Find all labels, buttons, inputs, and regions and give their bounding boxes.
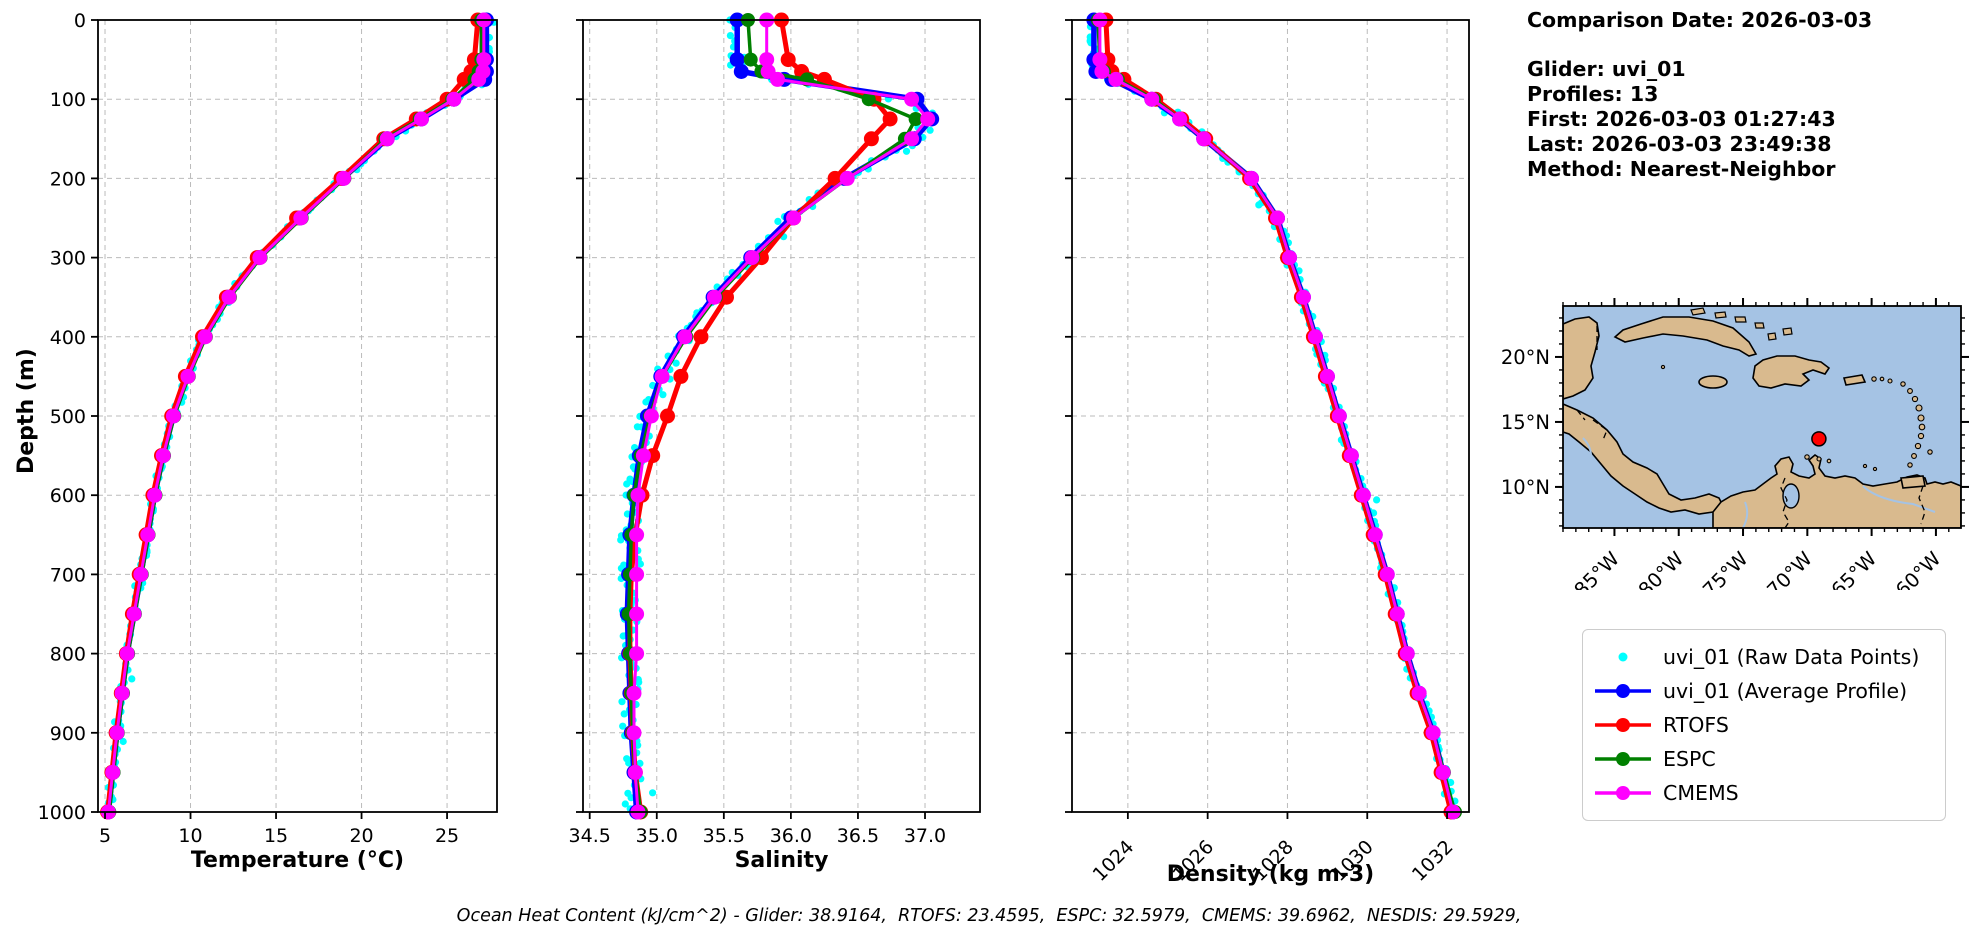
svg-text:0: 0: [74, 10, 86, 32]
svg-text:36.0: 36.0: [770, 825, 812, 847]
profiles-count-text: Profiles: 13: [1527, 82, 1659, 106]
svg-text:400: 400: [50, 327, 86, 349]
legend-item-label: uvi_01 (Average Profile): [1663, 679, 1908, 703]
legend-marker-icon: [1595, 786, 1651, 800]
svg-text:15°N: 15°N: [1501, 411, 1550, 434]
svg-text:15: 15: [264, 825, 288, 847]
info-panel: Comparison Date: 2026-03-03 Glider: uvi_…: [1527, 8, 1872, 182]
svg-text:20: 20: [349, 825, 373, 847]
glider-position-marker: [1811, 431, 1827, 447]
lesser-antilles-islets: [1660, 364, 1933, 472]
svg-text:60°W: 60°W: [1891, 547, 1945, 590]
svg-text:100: 100: [50, 89, 86, 111]
legend-item-cmems: CMEMS: [1591, 776, 1931, 810]
svg-text:10: 10: [178, 825, 202, 847]
svg-text:600: 600: [50, 485, 86, 507]
svg-text:20°N: 20°N: [1501, 346, 1550, 369]
svg-text:65°W: 65°W: [1827, 547, 1881, 590]
last-profile-text: Last: 2026-03-03 23:49:38: [1527, 132, 1832, 156]
legend-item-label: CMEMS: [1663, 781, 1739, 805]
legend-item-label: ESPC: [1663, 747, 1716, 771]
map-inset: 85°W 80°W 75°W 70°W 65°W 60°W 20°N 15°N 10°N: [1501, 298, 1969, 590]
country-borders: [1576, 326, 1926, 528]
svg-text:35.0: 35.0: [636, 825, 678, 847]
legend-item-espc: ESPC: [1591, 742, 1931, 776]
legend-marker-icon: [1595, 752, 1651, 766]
chart-0: 5 10 15 20 25 0 100 200 300 400 500 600 700 800 900 100…: [38, 10, 498, 847]
svg-text:500: 500: [50, 406, 86, 428]
svg-text:300: 300: [50, 248, 86, 270]
method-text: Method: Nearest-Neighbor: [1527, 157, 1836, 181]
map-landmasses: [1563, 307, 1961, 528]
legend-marker-icon: [1595, 718, 1651, 732]
depth-axis-label: Depth (m): [14, 348, 39, 474]
svg-text:34.5: 34.5: [569, 825, 611, 847]
svg-text:10°N: 10°N: [1501, 476, 1550, 499]
svg-text:75°W: 75°W: [1698, 547, 1752, 590]
svg-text:70°W: 70°W: [1763, 547, 1817, 590]
svg-text:5: 5: [99, 825, 111, 847]
legend-item-uvi-01-raw-data-points-: uvi_01 (Raw Data Points): [1591, 640, 1931, 674]
legend-item-rtofs: RTOFS: [1591, 708, 1931, 742]
glider-name-text: Glider: uvi_01: [1527, 57, 1686, 81]
rivers: [1582, 437, 1936, 528]
bahamas-islets: [1690, 307, 1793, 341]
svg-text:80°W: 80°W: [1634, 547, 1688, 590]
svg-text:200: 200: [50, 168, 86, 190]
svg-text:1000: 1000: [38, 802, 86, 824]
svg-text:25: 25: [435, 825, 459, 847]
legend-marker-icon: [1595, 684, 1651, 698]
chart-1: 34.5 35.0 35.5 36.0 36.5 37.0: [569, 12, 981, 847]
svg-text:37.0: 37.0: [904, 825, 946, 847]
legend-item-label: RTOFS: [1663, 713, 1729, 737]
salinity-axis-label: Salinity: [734, 848, 829, 873]
svg-text:700: 700: [50, 564, 86, 586]
svg-text:35.5: 35.5: [703, 825, 745, 847]
first-profile-text: First: 2026-03-03 01:27:43: [1527, 107, 1836, 131]
svg-text:900: 900: [50, 723, 86, 745]
ohc-annotation: Ocean Heat Content (kJ/cm^2) - Glider: 3…: [456, 906, 1522, 926]
density-axis-label: Density (kg m-3): [1166, 862, 1375, 887]
temperature-axis-label: Temperature (°C): [190, 848, 405, 873]
map-frame: [1562, 305, 1962, 529]
info-gap: [1527, 33, 1872, 57]
legend-marker-icon: [1618, 652, 1628, 662]
svg-text:800: 800: [50, 644, 86, 666]
legend-item-label: uvi_01 (Raw Data Points): [1663, 645, 1920, 669]
svg-text:36.5: 36.5: [837, 825, 879, 847]
chart-2: 1024 1026 1028 1030 1032: [1065, 12, 1470, 886]
legend-item-uvi-01-average-profile-: uvi_01 (Average Profile): [1591, 674, 1931, 708]
legend: uvi_01 (Raw Data Points) uvi_01 (Average …: [1582, 629, 1946, 821]
svg-text:85°W: 85°W: [1570, 547, 1624, 590]
map-ticks: [1555, 298, 1969, 536]
comparison-date-text: Comparison Date: 2026-03-03: [1527, 8, 1873, 32]
profile-charts-svg: 5 10 15 20 25 0 100 200 300 400 500 600 700 800 900 100…: [38, 10, 1470, 886]
